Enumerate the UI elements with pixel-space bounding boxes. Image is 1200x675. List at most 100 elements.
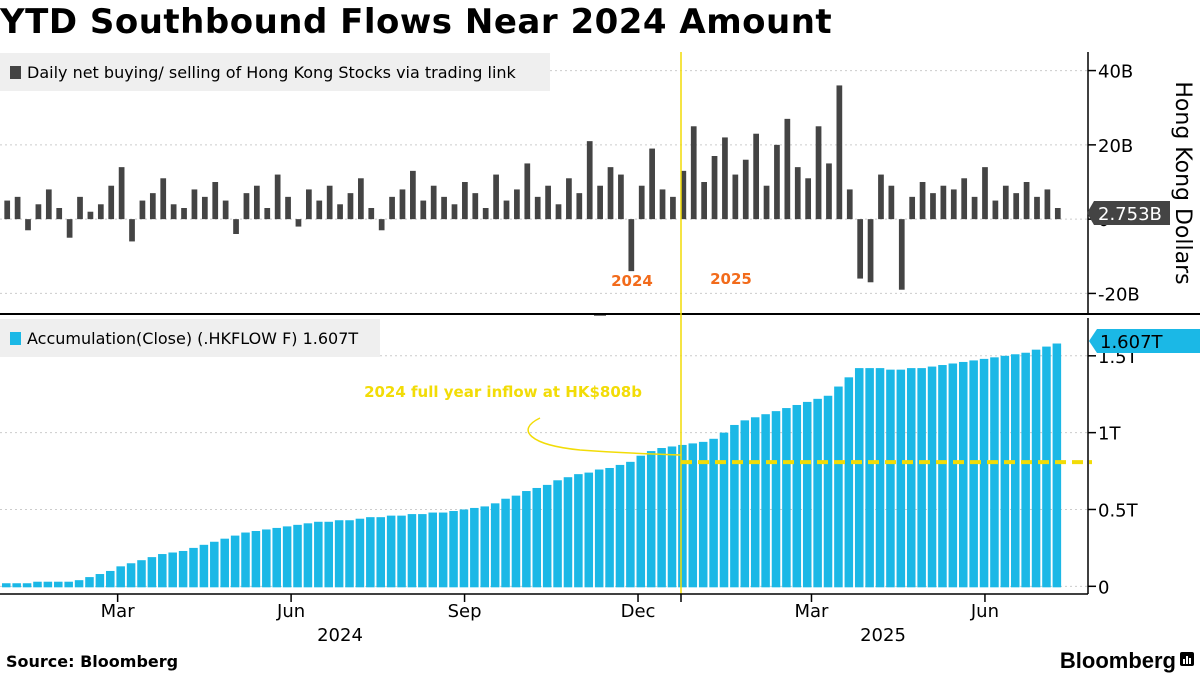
accumulation-bar: [563, 477, 573, 588]
accumulation-bar: [657, 448, 666, 588]
accumulation-bar: [210, 541, 219, 588]
accum-legend-label: Accumulation(Close) (.HKFLOW F) 1.607T: [27, 328, 359, 348]
x-tick-label: Mar: [101, 601, 136, 622]
accumulation-bar: [1010, 354, 1020, 588]
accumulation-bar: [345, 520, 354, 588]
daily-flow-bar: [368, 208, 375, 220]
accumulation-bar: [896, 369, 906, 588]
daily-flow-bar: [940, 185, 947, 220]
y-axis-title: Hong Kong Dollars: [1170, 81, 1195, 284]
accumulation-bar: [979, 358, 989, 588]
brand-bars-icon: [1180, 652, 1194, 666]
daily-flow-bar: [826, 163, 832, 220]
accumulation-bar: [438, 512, 448, 588]
daily-flow-bars: [4, 85, 1061, 290]
accumulation-bar: [1042, 346, 1051, 588]
accumulation-bar: [459, 509, 469, 588]
daily-flow-bar: [316, 200, 323, 220]
daily-flow-bar: [181, 208, 187, 220]
accumulation-bar: [740, 420, 750, 588]
daily-flow-bar: [722, 137, 728, 220]
year-2024-annotation: 2024: [611, 272, 653, 290]
accumulation-bar: [605, 467, 614, 588]
accumulation-bar: [844, 377, 854, 588]
accumulation-bar: [719, 432, 729, 588]
accumulation-bar: [906, 368, 916, 588]
daily-y-tick-label: 20B: [1098, 136, 1133, 157]
accumulation-bar: [761, 414, 770, 588]
daily-flow-bar: [909, 196, 916, 220]
daily-flow-bar: [399, 189, 406, 220]
accumulation-bar: [958, 361, 968, 588]
daily-flow-bar: [857, 219, 864, 279]
accumulation-bar: [376, 517, 386, 588]
accumulation-bar: [12, 583, 21, 588]
daily-flow-bar: [326, 185, 333, 220]
daily-flow-bar: [462, 182, 468, 220]
accumulation-bar: [480, 506, 490, 588]
daily-flow-bar: [274, 174, 281, 220]
daily-flow-bar: [139, 200, 146, 220]
accumulation-bar: [189, 547, 198, 588]
daily-flow-bar: [14, 196, 21, 220]
daily-flow-bar: [1044, 189, 1051, 220]
accumulation-bar: [168, 552, 177, 588]
daily-flow-bar: [597, 185, 603, 220]
accumulation-bar: [646, 451, 656, 588]
accumulation-bar: [771, 411, 781, 588]
daily-legend-label: Daily net buying/ selling of Hong Kong S…: [27, 62, 516, 82]
accumulation-bar: [272, 527, 281, 588]
daily-flow-bar: [649, 148, 655, 220]
full-year-inflow-annotation: 2024 full year inflow at HK$808b: [364, 383, 642, 401]
accumulation-bar: [251, 530, 261, 588]
daily-flow-bar: [222, 200, 229, 220]
daily-flow-bar: [534, 196, 541, 220]
daily-flow-bar: [753, 133, 760, 220]
source-label: Source:: [6, 652, 75, 671]
daily-flow-bar: [586, 141, 593, 220]
accum-legend-swatch: [10, 331, 21, 345]
daily-flow-bar: [805, 178, 812, 220]
daily-flow-bar: [170, 204, 177, 220]
daily-flow-bar: [285, 196, 291, 220]
accumulation-bar: [522, 491, 531, 588]
daily-flow-bar: [56, 208, 63, 220]
daily-flow-bar: [836, 85, 843, 220]
daily-flow-bar: [732, 174, 739, 220]
accumulation-bar: [1031, 349, 1041, 588]
accumulation-bar: [678, 444, 687, 588]
daily-flow-bar: [867, 219, 874, 283]
accum-y-tick-label: 1T: [1098, 424, 1121, 445]
accumulation-bar: [64, 581, 73, 588]
accum-last-value-callout: 1.607T: [1089, 329, 1200, 353]
daily-flow-bar: [441, 196, 447, 220]
accumulation-bar: [698, 441, 708, 588]
daily-flow-bar: [1023, 182, 1030, 220]
daily-last-value: 2.753B: [1098, 204, 1162, 225]
accum-y-tick-label: 0: [1098, 577, 1109, 598]
accumulation-bar: [574, 474, 583, 588]
accumulation-bar: [106, 570, 115, 588]
daily-flow-bar: [670, 196, 676, 220]
annotation-connector: [527, 417, 682, 456]
year-label-2025: 2025: [860, 625, 906, 646]
brand-logo: Bloomberg: [1059, 648, 1176, 673]
daily-flow-bar: [815, 126, 822, 220]
daily-flow-bar: [524, 163, 531, 220]
accumulation-bar: [95, 574, 105, 588]
source-name: Bloomberg: [80, 652, 179, 671]
accumulation-bar: [449, 511, 458, 588]
daily-flow-bar: [503, 200, 510, 220]
daily-flow-bar: [233, 219, 239, 234]
daily-flow-bar: [108, 185, 115, 220]
accumulation-bar: [626, 461, 635, 588]
daily-flow-bar: [243, 193, 250, 220]
accumulation-bar: [886, 369, 895, 588]
daily-flow-bar: [410, 170, 416, 220]
x-tick-label: Sep: [448, 601, 482, 622]
accumulation-bar: [85, 577, 94, 588]
accumulation-bar: [33, 581, 42, 588]
year-label-2024: 2024: [317, 625, 363, 646]
daily-flow-bar: [4, 200, 11, 220]
